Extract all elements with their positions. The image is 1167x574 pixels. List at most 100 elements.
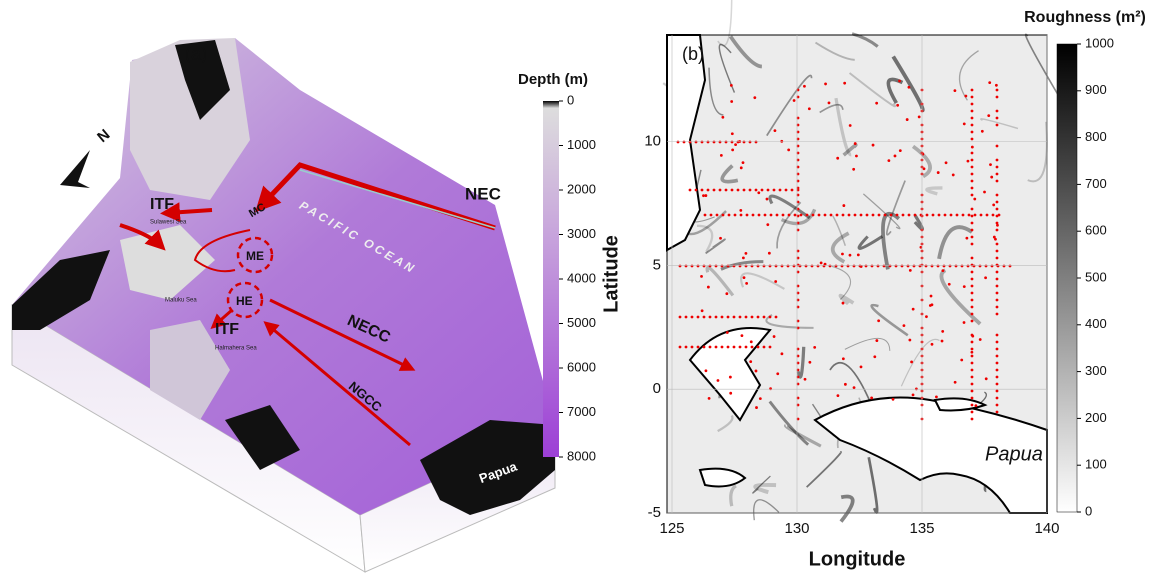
station — [779, 189, 782, 192]
station — [768, 252, 771, 255]
x-tick-label: 125 — [659, 520, 684, 537]
station — [753, 96, 756, 99]
station — [794, 214, 797, 217]
station — [788, 214, 791, 217]
station — [721, 316, 724, 319]
station — [701, 309, 704, 312]
station — [685, 316, 688, 319]
station — [761, 189, 764, 192]
station — [740, 214, 743, 217]
station — [719, 141, 722, 144]
station — [701, 189, 704, 192]
station — [894, 155, 897, 158]
station — [914, 214, 917, 217]
station — [971, 404, 974, 407]
station — [996, 278, 999, 281]
station — [683, 141, 686, 144]
station — [970, 351, 973, 354]
station — [996, 145, 999, 148]
station — [971, 146, 974, 149]
station — [707, 141, 710, 144]
station — [741, 334, 744, 337]
station — [913, 265, 916, 268]
station — [990, 176, 993, 179]
station — [996, 355, 999, 358]
station — [974, 214, 977, 217]
station — [828, 101, 831, 104]
station — [769, 387, 772, 390]
station — [952, 174, 955, 177]
station — [907, 265, 910, 268]
panel-label: (a) — [185, 44, 207, 64]
station — [737, 189, 740, 192]
station — [721, 265, 724, 268]
station — [989, 163, 992, 166]
station — [691, 346, 694, 349]
station — [887, 159, 890, 162]
station — [971, 257, 974, 260]
colorbar — [1057, 44, 1077, 512]
station — [758, 214, 761, 217]
station — [751, 316, 754, 319]
station — [776, 372, 779, 375]
station — [930, 295, 933, 298]
station — [769, 316, 772, 319]
annotation: Sulawesi Sea — [150, 220, 187, 226]
station — [782, 214, 785, 217]
station — [709, 346, 712, 349]
station — [702, 194, 705, 197]
station — [734, 143, 737, 146]
station — [984, 276, 987, 279]
station — [719, 237, 722, 240]
station — [996, 390, 999, 393]
station — [971, 96, 974, 99]
station — [971, 390, 974, 393]
station — [746, 214, 749, 217]
station — [971, 131, 974, 134]
station — [923, 167, 926, 170]
station — [971, 215, 974, 218]
station — [749, 141, 752, 144]
station — [781, 265, 784, 268]
station — [704, 194, 707, 197]
station — [749, 189, 752, 192]
station — [903, 324, 906, 327]
colorbar-tick-label: 100 — [1085, 457, 1107, 472]
station — [726, 331, 729, 334]
station — [873, 355, 876, 358]
station — [956, 214, 959, 217]
annotation: Maluku Sea — [165, 298, 197, 304]
station — [918, 116, 921, 119]
station — [800, 214, 803, 217]
station — [909, 269, 912, 272]
station — [964, 95, 967, 98]
station — [820, 261, 823, 264]
station — [769, 265, 772, 268]
station — [745, 282, 748, 285]
station — [847, 265, 850, 268]
colorbar-tick-label: 0 — [1085, 503, 1092, 518]
station — [679, 265, 682, 268]
station — [908, 86, 911, 89]
station — [715, 316, 718, 319]
station — [806, 214, 809, 217]
station — [722, 214, 725, 217]
station — [715, 265, 718, 268]
station — [971, 222, 974, 225]
station — [892, 398, 895, 401]
station — [835, 265, 838, 268]
station — [955, 265, 958, 268]
station — [932, 214, 935, 217]
station — [709, 316, 712, 319]
station — [767, 189, 770, 192]
station — [721, 346, 724, 349]
station — [730, 100, 733, 103]
station — [745, 252, 748, 255]
station — [971, 194, 974, 197]
station — [733, 346, 736, 349]
station — [996, 201, 999, 204]
station — [860, 214, 863, 217]
colorbar-title: Depth (m) — [518, 71, 588, 88]
station — [996, 411, 999, 414]
station — [996, 341, 999, 344]
